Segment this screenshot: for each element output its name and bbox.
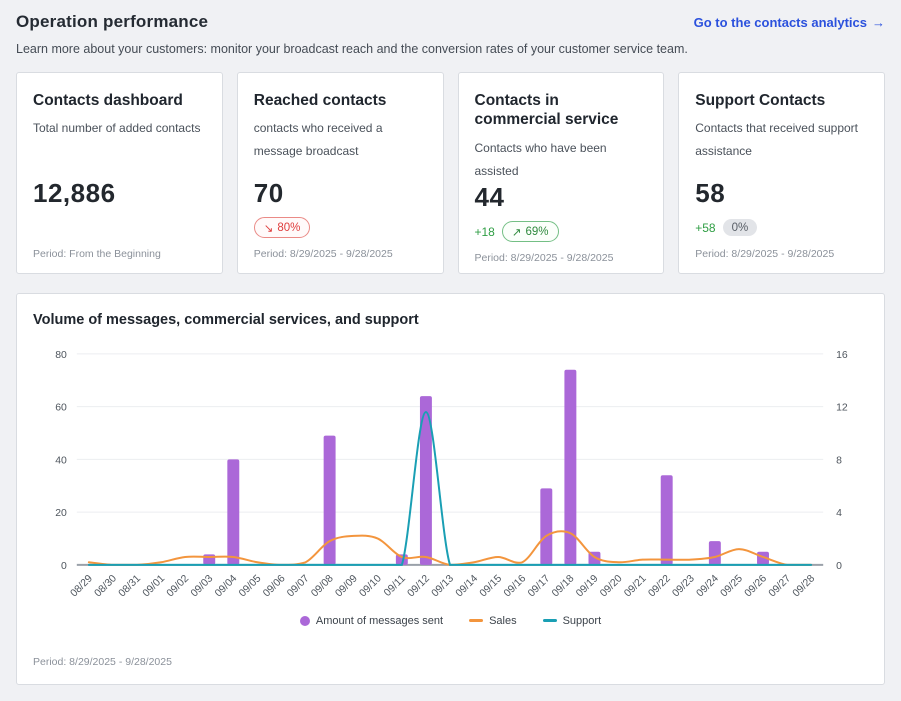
svg-text:16: 16 — [836, 350, 848, 361]
card-title: Reached contacts — [253, 92, 387, 109]
svg-text:09/04: 09/04 — [213, 573, 239, 599]
legend-item-amount-of-messages-sent[interactable]: Amount of messages sent — [299, 614, 444, 627]
svg-text:80: 80 — [55, 350, 67, 361]
svg-text:09/15: 09/15 — [478, 573, 504, 599]
trend-badge-value: 69% — [525, 225, 549, 238]
legend-label: Sales — [489, 614, 517, 627]
svg-text:4: 4 — [836, 508, 842, 519]
page-header: Operation performance Go to the contacts… — [16, 12, 885, 56]
card-reached-contacts: Reached contacts contacts who received a… — [236, 72, 444, 274]
svg-text:09/11: 09/11 — [382, 573, 408, 599]
svg-text:09/26: 09/26 — [743, 573, 769, 599]
svg-text:09/28: 09/28 — [791, 573, 817, 599]
stat-cards-row: Contacts dashboard Total number of added… — [16, 72, 885, 274]
svg-text:08/29: 08/29 — [69, 573, 95, 599]
svg-text:09/24: 09/24 — [695, 573, 721, 599]
svg-text:09/27: 09/27 — [767, 573, 793, 599]
card-value: 12,886 — [33, 178, 116, 208]
card-period: Period: 8/29/2025 - 9/28/2025 — [474, 252, 614, 265]
svg-text:0: 0 — [61, 561, 67, 572]
chart-period: Period: 8/29/2025 - 9/28/2025 — [33, 656, 172, 668]
svg-text:09/19: 09/19 — [574, 573, 600, 599]
delta-value: +18 — [474, 224, 495, 239]
svg-text:09/16: 09/16 — [502, 573, 528, 599]
chart-title: Volume of messages, commercial services,… — [33, 312, 419, 328]
legend-label: Amount of messages sent — [315, 614, 444, 627]
card-value: 58 — [695, 178, 726, 208]
legend-label: Support — [562, 614, 602, 627]
trend-down-icon: ↘ — [263, 222, 274, 235]
card-period: Period: From the Beginning — [33, 248, 161, 260]
legend-item-support[interactable]: Support — [542, 614, 602, 627]
trend-badge-neutral: 0% — [722, 219, 758, 236]
legend-dot-icon — [299, 615, 310, 626]
legend-line-icon — [542, 619, 557, 623]
svg-text:09/07: 09/07 — [285, 573, 311, 599]
svg-text:09/03: 09/03 — [189, 573, 215, 599]
svg-text:09/25: 09/25 — [719, 573, 745, 599]
page-title: Operation performance — [16, 12, 209, 31]
legend-item-sales[interactable]: Sales — [469, 615, 517, 627]
svg-text:8: 8 — [836, 455, 842, 466]
svg-text:08/30: 08/30 — [93, 573, 119, 599]
card-title: Support Contacts — [695, 92, 826, 109]
svg-text:09/08: 09/08 — [309, 573, 335, 599]
svg-text:09/09: 09/09 — [334, 573, 360, 599]
svg-text:09/22: 09/22 — [647, 573, 673, 599]
card-description: Contacts who have been assisted — [474, 140, 607, 178]
svg-text:60: 60 — [55, 403, 67, 414]
card-description: contacts who received a message broadcas… — [253, 121, 383, 159]
svg-text:12: 12 — [836, 403, 848, 414]
card-support-contacts: Support Contacts Contacts that received … — [678, 72, 885, 274]
card-value: 44 — [474, 182, 505, 213]
volume-chart-card: Volume of messages, commercial services,… — [16, 293, 885, 685]
svg-text:09/20: 09/20 — [598, 573, 624, 599]
card-description: Total number of added contacts — [33, 121, 201, 136]
trend-up-icon: ↗ — [511, 226, 522, 239]
card-title: Contacts in commercial service — [474, 92, 619, 129]
trend-badge-negative: ↘ 80% — [253, 217, 311, 238]
svg-text:09/12: 09/12 — [406, 573, 432, 599]
trend-badge-value: 80% — [277, 221, 301, 234]
svg-text:09/06: 09/06 — [261, 573, 287, 599]
svg-text:09/17: 09/17 — [526, 573, 552, 599]
svg-text:09/10: 09/10 — [358, 573, 384, 599]
trend-badge-positive: ↗ 69% — [501, 221, 559, 243]
card-badges-row: +58 0% — [695, 217, 868, 238]
svg-text:20: 20 — [55, 508, 67, 519]
card-badges-row — [33, 217, 206, 238]
card-badges-row: +18 ↗ 69% — [474, 221, 648, 243]
svg-text:09/14: 09/14 — [454, 573, 480, 599]
svg-text:08/31: 08/31 — [117, 573, 143, 599]
card-period: Period: 8/29/2025 - 9/28/2025 — [695, 248, 835, 260]
card-period: Period: 8/29/2025 - 9/28/2025 — [253, 248, 393, 260]
svg-text:09/02: 09/02 — [165, 573, 191, 599]
chart-legend: Amount of messages sent Sales Support — [33, 615, 868, 627]
contacts-analytics-link[interactable]: Go to the contacts analytics → — [694, 15, 885, 30]
card-badges-row: ↘ 80% — [253, 217, 427, 238]
arrow-right-icon: → — [872, 15, 885, 30]
card-commercial-service: Contacts in commercial service Contacts … — [457, 72, 665, 274]
svg-text:09/13: 09/13 — [430, 573, 456, 599]
svg-text:09/21: 09/21 — [622, 573, 648, 599]
svg-text:09/23: 09/23 — [671, 573, 697, 599]
analytics-link-label: Go to the contacts analytics — [693, 15, 867, 30]
card-value: 70 — [253, 178, 284, 208]
legend-line-icon — [469, 619, 484, 623]
svg-text:40: 40 — [55, 455, 67, 466]
card-description: Contacts that received support assistanc… — [695, 121, 859, 159]
delta-value: +58 — [695, 220, 716, 235]
card-contacts-dashboard: Contacts dashboard Total number of added… — [16, 72, 223, 274]
card-title: Contacts dashboard — [33, 92, 183, 109]
trend-badge-value: 0% — [731, 221, 749, 234]
page-subtitle: Learn more about your customers: monitor… — [16, 42, 688, 56]
svg-text:0: 0 — [836, 561, 842, 572]
svg-text:09/05: 09/05 — [237, 573, 263, 599]
svg-text:09/18: 09/18 — [550, 573, 576, 599]
svg-text:09/01: 09/01 — [141, 573, 167, 599]
